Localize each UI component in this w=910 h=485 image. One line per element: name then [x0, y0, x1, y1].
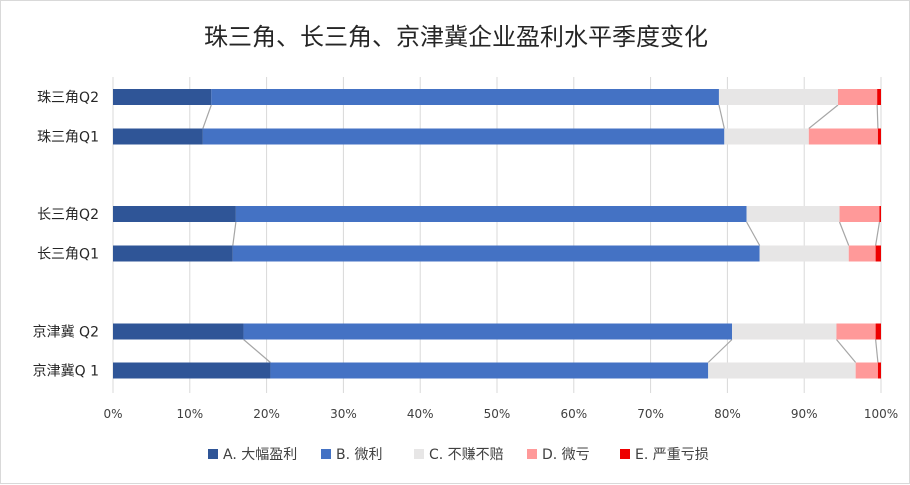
bar-segment-5-3 [855, 362, 878, 379]
bar-segment-3-1 [232, 245, 760, 262]
x-tick-label: 40% [407, 407, 434, 421]
series-line-group1-0 [232, 221, 237, 246]
x-tick-label: 50% [484, 407, 511, 421]
category-label: 珠三角Q1 [37, 130, 99, 146]
bar-segment-1-4 [877, 128, 881, 145]
legend-label: B. 微利 [336, 447, 383, 463]
bar-segment-1-2 [724, 128, 809, 145]
bar-segment-4-1 [243, 323, 733, 340]
series-line-group1-2 [838, 221, 850, 246]
series-lines [202, 104, 881, 363]
bar-segment-3-0 [113, 245, 233, 262]
bar-segment-2-3 [839, 206, 880, 222]
legend-label: D. 微亏 [542, 447, 590, 463]
bars [113, 89, 881, 379]
x-axis-tick-labels: 0% 10% 20% 30% 40% 50% 60% 70% 80% 90% 100% [103, 407, 898, 421]
x-tick-label: 70% [637, 407, 664, 421]
x-tick-label: 90% [791, 407, 818, 421]
bar-segment-3-3 [848, 245, 876, 262]
bar-segment-5-0 [113, 362, 271, 379]
bar-segment-2-0 [113, 206, 236, 222]
legend-swatch [620, 449, 630, 459]
bar-segment-2-4 [879, 206, 881, 222]
series-line-group0-3 [876, 104, 879, 129]
category-label: 长三角Q1 [37, 247, 99, 263]
bar-segment-0-1 [211, 89, 719, 105]
bar-segment-1-1 [202, 128, 725, 145]
series-line-group1-3 [875, 221, 881, 246]
legend-swatch [527, 449, 537, 459]
x-tick-label: 60% [560, 407, 587, 421]
series-line-group0-2 [808, 104, 839, 129]
bar-segment-5-1 [270, 362, 709, 379]
series-line-group2-0 [243, 339, 271, 363]
series-line-group2-2 [835, 339, 857, 363]
x-tick-label: 0% [103, 407, 122, 421]
category-labels: 珠三角Q2 珠三角Q1 长三角Q2 长三角Q1 京津冀 Q2 京津冀Q 1 [33, 90, 99, 380]
gridlines [112, 77, 882, 393]
legend-swatch [414, 449, 424, 459]
x-tick-label: 20% [253, 407, 280, 421]
series-line-group0-1 [718, 104, 725, 129]
legend-label: A. 大幅盈利 [223, 447, 297, 463]
bar-segment-0-2 [718, 89, 838, 105]
bar-segment-5-2 [708, 362, 856, 379]
legend-swatch [321, 449, 331, 459]
category-label: 京津冀Q 1 [33, 364, 99, 380]
bar-segment-2-2 [746, 206, 840, 222]
bar-segment-5-4 [877, 362, 881, 379]
bar-segment-4-4 [875, 323, 881, 340]
legend: A. 大幅盈利 B. 微利 C. 不赚不赔 D. 微亏 E. 严重亏损 [208, 447, 709, 463]
legend-swatch [208, 449, 218, 459]
bar-segment-4-3 [836, 323, 876, 340]
x-tick-label: 80% [714, 407, 741, 421]
series-line-group2-1 [707, 339, 733, 363]
bar-segment-0-0 [113, 89, 212, 105]
series-line-group1-1 [746, 221, 761, 246]
category-label: 珠三角Q2 [37, 90, 99, 106]
bar-segment-3-2 [759, 245, 849, 262]
bar-segment-3-4 [875, 245, 881, 262]
bar-segment-4-2 [732, 323, 837, 340]
series-line-group0-0 [202, 104, 212, 129]
bar-segment-0-4 [877, 89, 881, 105]
x-tick-label: 30% [330, 407, 357, 421]
bar-segment-4-0 [113, 323, 244, 340]
x-tick-label: 10% [176, 407, 203, 421]
bar-segment-1-0 [113, 128, 203, 145]
legend-label: C. 不赚不赔 [429, 447, 504, 463]
series-line-group2-3 [875, 339, 879, 363]
x-tick-label: 100% [864, 407, 898, 421]
category-label: 京津冀 Q2 [33, 325, 99, 341]
legend-label: E. 严重亏损 [635, 447, 709, 463]
category-label: 长三角Q2 [37, 207, 99, 223]
bar-segment-0-3 [837, 89, 878, 105]
bar-segment-1-3 [808, 128, 878, 145]
bar-segment-2-1 [235, 206, 747, 222]
chart-title: 珠三角、长三角、京津冀企业盈利水平季度变化 [204, 23, 708, 51]
